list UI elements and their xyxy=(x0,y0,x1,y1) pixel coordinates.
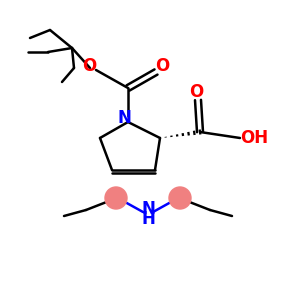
Circle shape xyxy=(105,187,127,209)
Text: O: O xyxy=(155,57,169,75)
Text: N: N xyxy=(141,200,155,218)
Text: O: O xyxy=(82,57,96,75)
Text: H: H xyxy=(141,210,155,228)
Text: N: N xyxy=(117,109,131,127)
Circle shape xyxy=(169,187,191,209)
Text: O: O xyxy=(189,83,203,101)
Text: OH: OH xyxy=(240,129,268,147)
